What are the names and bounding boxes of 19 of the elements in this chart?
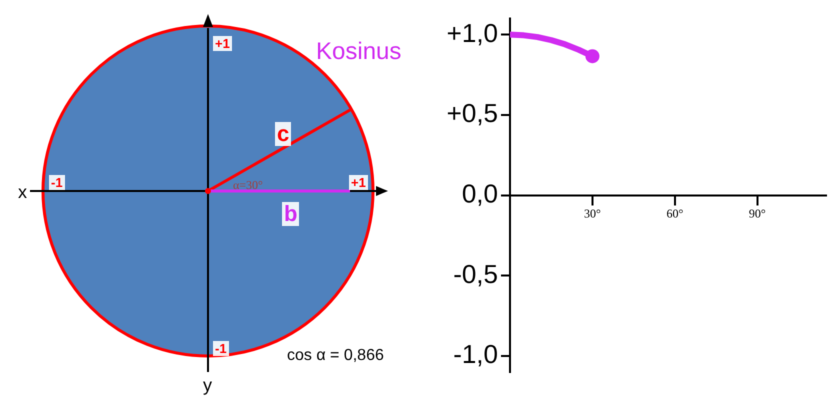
y-tick-label: +0,5 xyxy=(446,98,498,128)
text: y xyxy=(203,375,212,395)
text: Kosinus xyxy=(316,38,402,65)
text: -1 xyxy=(213,341,229,356)
x-tick-label: 90° xyxy=(748,206,766,221)
x-tick-label: 30° xyxy=(584,206,602,221)
y-tick-label: -0,5 xyxy=(453,258,498,289)
text: +1 xyxy=(349,175,368,190)
text: +1 xyxy=(213,36,232,51)
text: cos α = 0,866 xyxy=(287,347,384,364)
text: -1 xyxy=(49,175,65,190)
x-tick-label: 60° xyxy=(666,206,684,221)
text: b xyxy=(282,201,300,226)
text: c xyxy=(275,121,292,146)
y-tick-label: +1,0 xyxy=(446,18,498,48)
y-tick-label: 0,0 xyxy=(462,178,498,208)
text: α=30° xyxy=(233,178,263,192)
y-tick-label: -1,0 xyxy=(453,339,498,370)
text: x xyxy=(18,182,27,202)
